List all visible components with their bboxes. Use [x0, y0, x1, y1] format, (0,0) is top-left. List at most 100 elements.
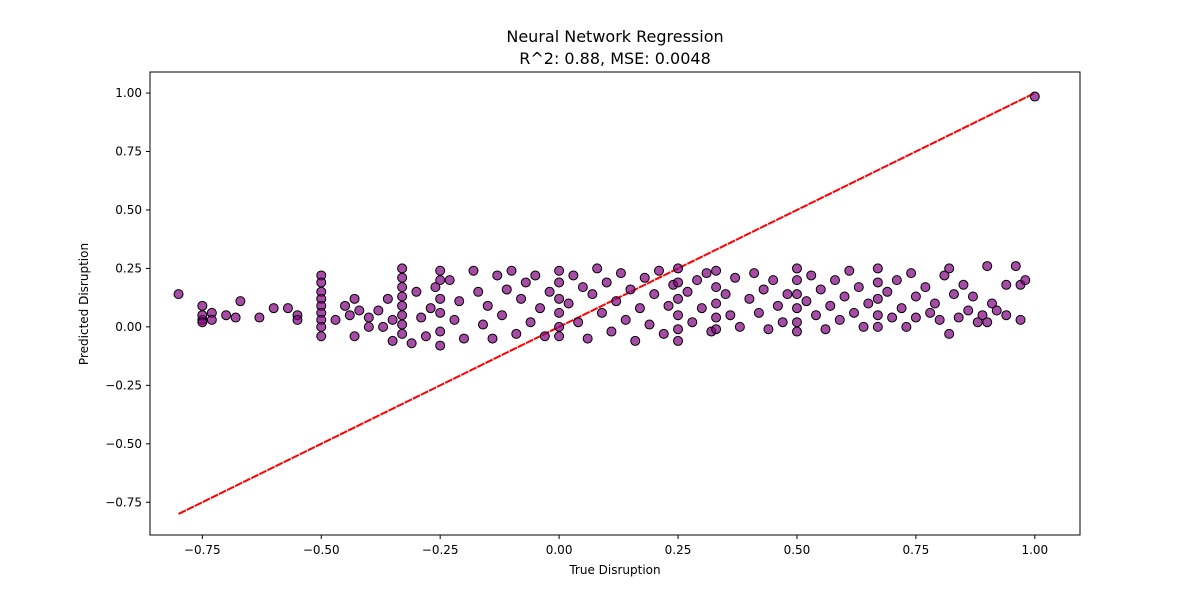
data-point — [758, 284, 769, 295]
data-point — [316, 321, 327, 332]
data-point — [539, 331, 550, 342]
data-point — [363, 312, 374, 323]
data-point — [844, 265, 855, 276]
data-point — [882, 286, 893, 297]
data-point — [768, 275, 779, 286]
data-point — [535, 303, 546, 314]
reference-line-group — [178, 92, 1036, 515]
data-point — [925, 307, 936, 318]
x-axis-ticks: −0.75 −0.50 −0.25 0.00 0.25 0.50 0.75 1.00 — [184, 535, 1048, 557]
data-point — [282, 303, 293, 314]
data-point — [763, 324, 774, 335]
data-point — [435, 275, 446, 286]
data-point — [906, 268, 917, 279]
data-point — [411, 286, 422, 297]
data-point — [791, 275, 802, 286]
data-point — [354, 305, 365, 316]
data-point — [435, 293, 446, 304]
data-point — [363, 321, 374, 332]
data-point — [830, 275, 841, 286]
data-point — [397, 310, 408, 321]
data-point — [673, 293, 684, 304]
data-point — [963, 305, 974, 316]
chart-title: Neural Network Regression — [506, 27, 723, 46]
data-point — [944, 328, 955, 339]
data-point — [863, 298, 874, 309]
data-point — [1010, 261, 1021, 272]
data-point — [373, 305, 384, 316]
data-point — [577, 282, 588, 293]
data-point — [425, 303, 436, 314]
data-point — [896, 303, 907, 314]
data-point — [1001, 279, 1012, 290]
data-point — [197, 317, 208, 328]
data-point — [397, 282, 408, 293]
data-point — [592, 263, 603, 274]
data-point — [230, 312, 241, 323]
x-tick-label: 1.00 — [1021, 543, 1048, 557]
y-tick-label: 0.25 — [115, 261, 142, 275]
data-point — [810, 310, 821, 321]
data-point — [611, 296, 622, 307]
data-point — [615, 268, 626, 279]
data-point — [929, 298, 940, 309]
data-point — [730, 272, 741, 283]
data-point — [554, 321, 565, 332]
data-point — [711, 312, 722, 323]
data-point — [872, 310, 883, 321]
y-axis-label: Predicted Disruption — [77, 243, 91, 365]
data-point — [449, 314, 460, 325]
data-point — [687, 317, 698, 328]
y-tick-label: −0.25 — [105, 378, 142, 392]
y-tick-label: −0.50 — [105, 437, 142, 451]
data-point — [587, 289, 598, 300]
y-tick-label: −0.75 — [105, 495, 142, 509]
data-point — [772, 300, 783, 311]
data-point — [568, 270, 579, 281]
data-point — [473, 286, 484, 297]
data-point — [596, 307, 607, 318]
data-point — [630, 335, 641, 346]
data-point — [958, 279, 969, 290]
data-point — [387, 314, 398, 325]
data-point — [920, 282, 931, 293]
data-point — [901, 321, 912, 332]
data-point — [397, 263, 408, 274]
data-point — [601, 277, 612, 288]
data-point — [458, 333, 469, 344]
data-point — [673, 263, 684, 274]
data-point — [554, 307, 565, 318]
data-point — [696, 303, 707, 314]
data-point — [511, 328, 522, 339]
x-axis-label: True Disruption — [568, 563, 660, 577]
data-point — [1029, 91, 1040, 102]
data-point — [801, 296, 812, 307]
data-point — [692, 275, 703, 286]
data-point — [673, 335, 684, 346]
data-point — [663, 300, 674, 311]
data-point — [625, 284, 636, 295]
data-point — [397, 319, 408, 330]
data-point — [582, 333, 593, 344]
data-point — [720, 289, 731, 300]
data-point — [634, 303, 645, 314]
data-point — [872, 293, 883, 304]
data-point — [349, 293, 360, 304]
reference-line — [178, 92, 1036, 515]
data-point — [673, 310, 684, 321]
data-point — [744, 293, 755, 304]
data-point — [435, 340, 446, 351]
data-point — [206, 314, 217, 325]
data-point — [482, 300, 493, 311]
data-point — [701, 268, 712, 279]
data-point — [416, 312, 427, 323]
data-point — [349, 331, 360, 342]
data-point — [435, 326, 446, 337]
y-tick-label: 0.50 — [115, 203, 142, 217]
data-point — [711, 324, 722, 335]
data-point — [839, 291, 850, 302]
data-point — [734, 321, 745, 332]
data-point — [777, 317, 788, 328]
data-point — [654, 265, 665, 276]
